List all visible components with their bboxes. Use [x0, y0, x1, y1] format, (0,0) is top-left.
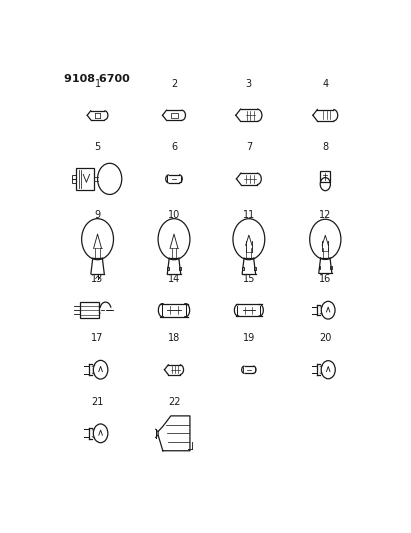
Text: 1: 1	[95, 78, 101, 88]
Text: 3: 3	[246, 78, 252, 88]
Text: 12: 12	[319, 210, 332, 220]
Bar	[319, 266, 321, 269]
Text: 16: 16	[319, 273, 331, 284]
Text: 11: 11	[243, 210, 255, 220]
Text: 9: 9	[95, 210, 101, 220]
Bar	[167, 266, 169, 270]
Text: 8: 8	[322, 142, 328, 152]
Text: 18: 18	[168, 333, 180, 343]
Text: 5: 5	[95, 142, 101, 152]
Text: 9108 6700: 9108 6700	[64, 74, 130, 84]
Bar	[171, 112, 178, 118]
Text: 13: 13	[91, 273, 104, 284]
Text: 14: 14	[168, 273, 180, 284]
Text: 22: 22	[168, 397, 180, 407]
Bar	[254, 266, 256, 270]
Text: 10: 10	[168, 210, 180, 220]
Text: 2: 2	[171, 78, 177, 88]
Text: 15: 15	[242, 273, 255, 284]
Text: 6: 6	[171, 142, 177, 152]
Bar	[72, 179, 76, 183]
Text: 17: 17	[91, 333, 104, 343]
Bar	[179, 266, 181, 270]
Bar	[72, 175, 76, 179]
Bar	[320, 171, 330, 182]
Text: 21: 21	[91, 397, 104, 407]
Bar	[330, 266, 332, 269]
Bar	[242, 266, 244, 270]
Text: 7: 7	[246, 142, 252, 152]
Bar	[76, 167, 94, 190]
Text: 4: 4	[322, 78, 328, 88]
Text: 20: 20	[319, 333, 332, 343]
Text: 19: 19	[243, 333, 255, 343]
Bar	[80, 302, 99, 318]
